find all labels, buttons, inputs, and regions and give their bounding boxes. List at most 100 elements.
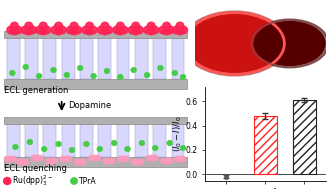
- Circle shape: [39, 22, 47, 30]
- Circle shape: [84, 141, 89, 147]
- Circle shape: [104, 68, 110, 74]
- Circle shape: [51, 158, 58, 164]
- Circle shape: [111, 140, 117, 146]
- Circle shape: [22, 159, 29, 165]
- Circle shape: [174, 156, 180, 162]
- Circle shape: [10, 27, 18, 35]
- Circle shape: [137, 159, 144, 165]
- Circle shape: [97, 26, 105, 34]
- Circle shape: [101, 27, 109, 35]
- Circle shape: [146, 155, 153, 161]
- Circle shape: [180, 145, 186, 151]
- Circle shape: [101, 22, 109, 30]
- Circle shape: [180, 74, 186, 80]
- Circle shape: [153, 145, 158, 151]
- Circle shape: [163, 27, 171, 35]
- Circle shape: [51, 67, 56, 73]
- Circle shape: [103, 158, 109, 164]
- Circle shape: [89, 26, 97, 34]
- Circle shape: [59, 156, 66, 162]
- Bar: [135, 124, 148, 157]
- Circle shape: [187, 14, 282, 73]
- Circle shape: [180, 156, 186, 162]
- Circle shape: [116, 27, 124, 35]
- Circle shape: [117, 156, 124, 162]
- Circle shape: [10, 156, 17, 162]
- Circle shape: [45, 158, 51, 164]
- Circle shape: [176, 22, 184, 30]
- Circle shape: [7, 156, 13, 162]
- Circle shape: [125, 146, 131, 152]
- Circle shape: [157, 65, 163, 71]
- Bar: [7, 38, 20, 79]
- Circle shape: [51, 26, 59, 34]
- Text: Ru(dpp)$_3^{2-}$: Ru(dpp)$_3^{2-}$: [12, 173, 53, 188]
- Bar: [117, 124, 130, 157]
- Bar: [98, 38, 111, 79]
- Circle shape: [152, 155, 158, 161]
- Bar: [172, 124, 184, 157]
- Circle shape: [147, 22, 155, 30]
- Circle shape: [4, 177, 11, 184]
- Bar: [254, 116, 277, 174]
- Circle shape: [94, 155, 101, 161]
- Circle shape: [173, 26, 180, 34]
- Circle shape: [144, 26, 152, 34]
- Circle shape: [31, 155, 37, 161]
- Circle shape: [86, 27, 93, 35]
- Circle shape: [151, 26, 159, 34]
- Bar: [153, 124, 166, 157]
- Circle shape: [147, 27, 155, 35]
- Circle shape: [250, 19, 328, 68]
- Circle shape: [80, 159, 87, 165]
- Circle shape: [120, 156, 127, 162]
- Circle shape: [117, 74, 123, 80]
- Text: Dopamine: Dopamine: [68, 101, 111, 110]
- Circle shape: [63, 156, 69, 162]
- Circle shape: [7, 26, 15, 34]
- Circle shape: [25, 27, 33, 35]
- Circle shape: [132, 22, 140, 30]
- Circle shape: [132, 159, 138, 165]
- Circle shape: [58, 26, 66, 34]
- Bar: [44, 124, 56, 157]
- Bar: [7, 124, 20, 157]
- Circle shape: [10, 70, 15, 76]
- Circle shape: [182, 11, 287, 76]
- Bar: [153, 38, 166, 79]
- Circle shape: [135, 26, 143, 34]
- Circle shape: [21, 26, 29, 34]
- Y-axis label: $(I_0-I)/I_0$: $(I_0-I)/I_0$: [171, 116, 184, 152]
- Circle shape: [25, 22, 33, 30]
- Circle shape: [144, 72, 150, 78]
- Circle shape: [139, 140, 145, 146]
- Circle shape: [34, 155, 40, 161]
- Circle shape: [64, 72, 70, 78]
- Circle shape: [172, 70, 178, 76]
- Circle shape: [66, 156, 72, 162]
- Bar: [4, 117, 187, 124]
- Circle shape: [254, 22, 325, 65]
- Circle shape: [55, 27, 63, 35]
- Circle shape: [134, 159, 141, 165]
- Circle shape: [48, 158, 55, 164]
- Bar: [25, 38, 38, 79]
- Text: TPrA: TPrA: [79, 177, 97, 185]
- Circle shape: [163, 158, 170, 164]
- Circle shape: [70, 27, 78, 35]
- Circle shape: [86, 22, 93, 30]
- Circle shape: [88, 155, 95, 161]
- Circle shape: [97, 146, 103, 152]
- Circle shape: [12, 144, 18, 150]
- Circle shape: [41, 146, 47, 152]
- Circle shape: [4, 156, 10, 162]
- Bar: [25, 124, 38, 157]
- Circle shape: [120, 26, 128, 34]
- Circle shape: [16, 159, 23, 165]
- Circle shape: [176, 27, 184, 35]
- Circle shape: [27, 139, 33, 145]
- Circle shape: [105, 26, 113, 34]
- Bar: [80, 124, 93, 157]
- Bar: [135, 38, 148, 79]
- Circle shape: [131, 67, 136, 73]
